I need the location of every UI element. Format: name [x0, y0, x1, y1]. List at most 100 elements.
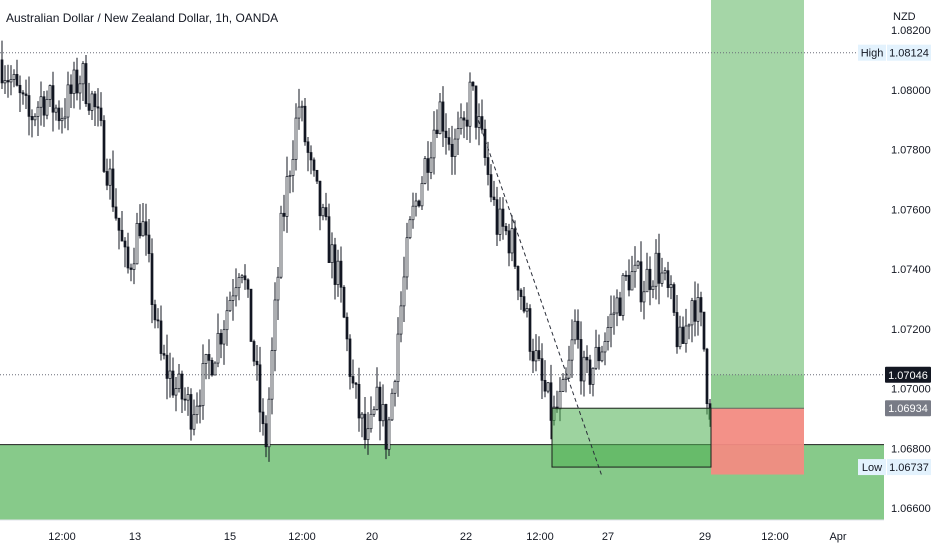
candles-layer: [0, 40, 712, 462]
candle-body: [99, 107, 103, 121]
candle-body: [510, 228, 514, 254]
price-axis[interactable]: [884, 0, 932, 520]
candle-body: [180, 373, 184, 400]
candle-body: [216, 332, 220, 364]
y-tick-label: 1.07800: [891, 145, 931, 157]
overlays-layer: [475, 113, 712, 477]
candle-body: [21, 92, 25, 95]
candle-body: [567, 359, 571, 379]
candle-body: [594, 346, 598, 369]
candle-body: [84, 63, 88, 105]
candle-body: [144, 221, 148, 236]
candle-body: [108, 168, 112, 186]
candle-body: [504, 226, 508, 232]
candle-body: [198, 405, 202, 408]
candle-body: [666, 270, 670, 289]
candle-body: [627, 274, 631, 291]
x-tick-label: 22: [460, 531, 472, 543]
candle-body: [189, 394, 193, 430]
candle-body: [234, 287, 238, 297]
candle-body: [129, 267, 133, 270]
candle-body: [6, 80, 10, 83]
candle-body: [213, 362, 217, 376]
candle-body: [492, 196, 496, 201]
x-tick-label: 12:00: [761, 531, 789, 543]
candle-body: [636, 261, 640, 266]
candle-body: [186, 394, 190, 401]
candle-body: [654, 252, 658, 287]
candle-body: [132, 263, 136, 270]
candle-body: [540, 358, 544, 381]
candle-body: [276, 276, 280, 301]
candle-body: [75, 69, 79, 94]
candle-body: [537, 350, 541, 359]
candle-body: [261, 411, 265, 425]
candle-body: [219, 332, 223, 345]
candle-body: [264, 423, 268, 448]
candle-body: [693, 300, 697, 322]
x-tick-label: 13: [129, 531, 141, 543]
chart-title: Australian Dollar / New Zealand Dollar, …: [6, 11, 278, 25]
candle-body: [618, 297, 622, 316]
candle-body: [201, 363, 205, 407]
x-axis-labels: 12:00 13 15 12:00 20 22 12:00 27 29 12:00 Apr: [48, 531, 847, 543]
candle-body: [228, 300, 232, 312]
candle-body: [621, 274, 625, 316]
candle-body: [483, 128, 487, 158]
candle-body: [117, 217, 121, 231]
candle-body: [183, 398, 187, 401]
y-tick-label: 1.06600: [891, 503, 931, 515]
y-tick-label: 1.07400: [891, 264, 931, 276]
y-tick-label: 1.08000: [891, 85, 931, 97]
candle-body: [306, 141, 310, 153]
candle-body: [597, 346, 601, 362]
candle-body: [285, 176, 289, 217]
candle-body: [93, 93, 97, 108]
profit-area: [711, 0, 804, 409]
time-axis[interactable]: [0, 520, 884, 550]
candle-body: [195, 405, 199, 416]
price-tag-value: 1.06934: [888, 403, 928, 415]
candle-body: [411, 205, 415, 221]
price-tag-side-label: High: [861, 48, 884, 60]
price-tag-side-label-bg: [858, 459, 886, 476]
candle-body: [417, 200, 421, 207]
candle-body: [633, 264, 637, 273]
candle-body: [474, 85, 478, 128]
candle-body: [639, 261, 643, 303]
y-axis-labels: 1.08200 1.08000 1.07800 1.07600 1.07400 1.072…: [891, 25, 931, 515]
candle-body: [297, 106, 301, 119]
candle-body: [561, 379, 565, 392]
candle-body: [294, 117, 298, 160]
candle-body: [678, 326, 682, 348]
candle-body: [318, 180, 322, 217]
candle-body: [657, 252, 661, 284]
x-tick-label: Apr: [829, 531, 846, 543]
candle-body: [267, 398, 271, 448]
candle-body: [582, 356, 586, 382]
candle-body: [3, 80, 7, 84]
candle-body: [225, 310, 229, 331]
zones-layer: [0, 0, 884, 520]
candle-body: [156, 319, 160, 322]
candle-body: [489, 174, 493, 198]
candle-body: [309, 152, 313, 161]
candle-body: [624, 274, 628, 277]
candle-body: [51, 85, 55, 113]
candle-body: [702, 311, 706, 350]
candle-body: [447, 137, 451, 145]
candle-body: [162, 353, 166, 356]
candle-body: [54, 107, 58, 113]
candle-body: [150, 253, 154, 305]
candle-body: [402, 276, 406, 307]
candle-body: [354, 382, 358, 385]
candle-body: [600, 351, 604, 362]
candle-body: [603, 341, 607, 353]
candle-body: [558, 391, 562, 410]
candle-body: [585, 356, 589, 361]
candle-body: [273, 299, 277, 351]
candle-body: [471, 81, 475, 87]
candle-body: [579, 339, 583, 382]
price-tag-side-label-bg: [858, 44, 886, 61]
